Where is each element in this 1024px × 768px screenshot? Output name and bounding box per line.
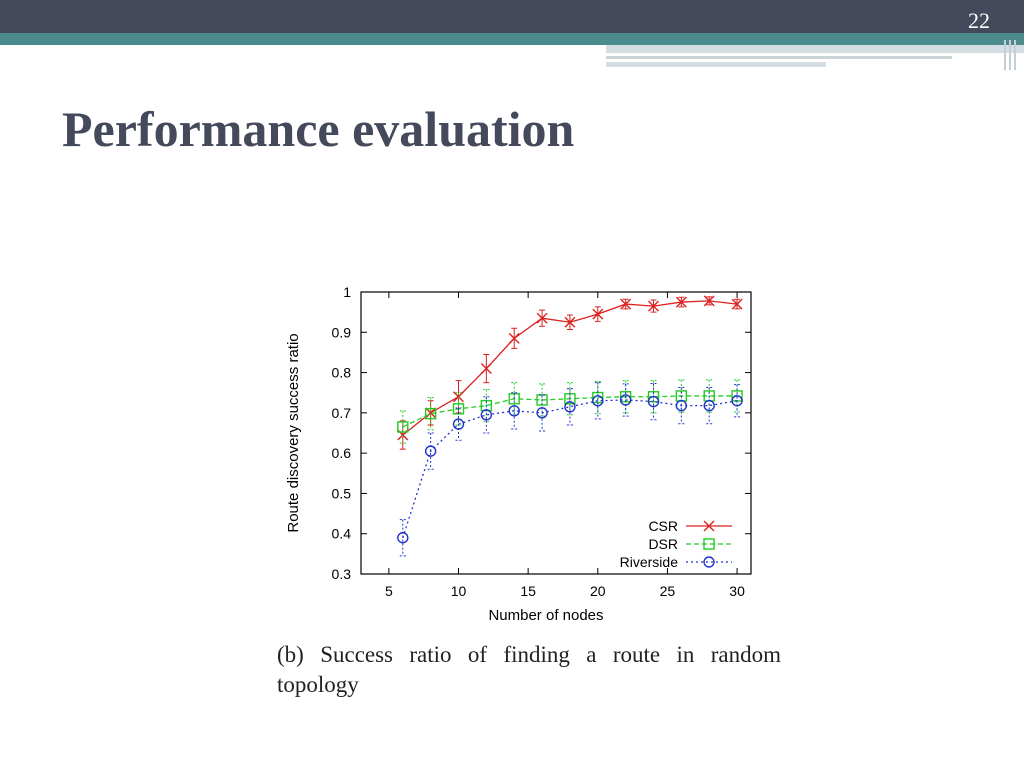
y-tick-label: 1 — [343, 284, 351, 300]
riverside-error-bar — [566, 388, 573, 426]
csr-data-point — [731, 298, 743, 310]
csr-data-point — [620, 298, 632, 310]
riverside-data-point — [564, 401, 576, 413]
riverside-data-point — [703, 399, 715, 412]
riverside-error-bar — [455, 407, 462, 441]
riverside-data-point — [619, 394, 632, 406]
decorative-line — [1009, 40, 1011, 70]
dsr-data-point — [424, 407, 437, 420]
csr-data-point — [592, 308, 604, 320]
header-bar — [0, 0, 1024, 33]
dsr-legend-label: DSR — [648, 536, 678, 552]
header-accent-band — [0, 33, 1024, 45]
riverside-series-line — [402, 399, 738, 538]
riverside-legend-label: Riverside — [620, 554, 679, 570]
figure-caption: (b) Success ratio of finding a route in … — [277, 642, 781, 697]
riverside-error-bar — [539, 394, 546, 432]
riverside-data-point — [452, 418, 465, 430]
y-tick-label: 0.9 — [332, 324, 352, 340]
x-tick-label: 20 — [590, 583, 606, 599]
riverside-error-bar — [678, 386, 685, 425]
csr-legend-marker — [703, 520, 715, 532]
riverside-legend-marker — [703, 556, 715, 568]
y-tick-label: 0.4 — [332, 526, 352, 542]
riverside-data-point — [675, 399, 688, 412]
csr-data-point — [508, 332, 520, 344]
x-tick-label: 15 — [520, 583, 536, 599]
decorative-line — [606, 45, 1024, 53]
csr-data-point — [480, 363, 492, 375]
csr-data-point — [675, 296, 687, 308]
x-axis-label: Number of nodes — [488, 607, 603, 624]
decorative-line — [606, 62, 826, 67]
riverside-data-point — [647, 395, 660, 408]
riverside-data-point — [397, 532, 409, 544]
riverside-error-bar — [622, 383, 629, 417]
decorative-line — [1014, 40, 1016, 70]
csr-data-point — [564, 316, 576, 328]
riverside-data-point — [424, 445, 437, 457]
dsr-error-bar — [399, 410, 406, 444]
slide-title: Performance evaluation — [62, 101, 575, 157]
y-tick-label: 0.6 — [332, 445, 352, 461]
plot-frame — [360, 291, 752, 575]
decorative-line — [1004, 40, 1006, 70]
dsr-data-point — [397, 421, 409, 433]
x-tick-label: 5 — [385, 583, 393, 599]
y-tick-label: 0.5 — [332, 485, 352, 501]
riverside-data-point — [731, 395, 743, 407]
y-axis-label: Route discovery success ratio — [285, 333, 302, 532]
dsr-error-bar — [427, 397, 434, 431]
csr-data-point — [536, 312, 548, 324]
csr-data-point — [703, 295, 715, 307]
dsr-error-bar — [566, 382, 573, 416]
riverside-error-bar — [511, 392, 518, 430]
csr-data-point — [425, 407, 437, 419]
csr-legend-label: CSR — [648, 518, 678, 534]
riverside-error-bar — [734, 384, 741, 418]
y-tick-label: 0.8 — [332, 365, 352, 381]
riverside-data-point — [480, 409, 493, 421]
dsr-legend-marker — [703, 538, 715, 550]
y-tick-label: 0.3 — [332, 566, 352, 582]
x-tick-label: 25 — [660, 583, 676, 599]
riverside-data-point — [508, 405, 520, 417]
x-tick-label: 30 — [729, 583, 745, 599]
riverside-error-bar — [427, 432, 434, 470]
y-tick-label: 0.7 — [332, 405, 352, 421]
riverside-error-bar — [706, 386, 713, 425]
riverside-error-bar — [483, 396, 490, 434]
riverside-error-bar — [399, 519, 406, 557]
slide-number: 22 — [968, 8, 990, 33]
x-tick-label: 10 — [451, 583, 467, 599]
riverside-error-bar — [650, 382, 657, 421]
riverside-error-bar — [594, 382, 601, 420]
csr-data-point — [648, 300, 659, 312]
riverside-data-point — [592, 395, 604, 407]
success-ratio-chart: 5 10 15 20 25 30 0.3 0.4 0.5 0.6 0.7 0.8 0.9 1 Number … — [285, 284, 752, 624]
riverside-data-point — [536, 407, 548, 419]
decorative-line — [606, 56, 952, 59]
